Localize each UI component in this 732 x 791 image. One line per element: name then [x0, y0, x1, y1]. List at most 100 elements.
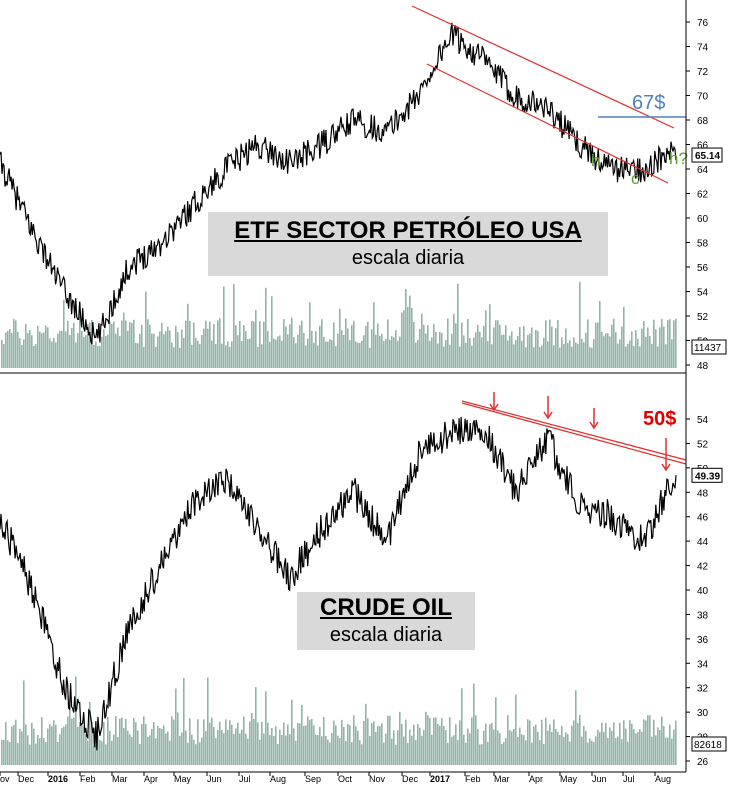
crude-volume-bar: [399, 711, 401, 765]
crude-volume-bar: [109, 730, 111, 765]
etf-y-tick-label: 70: [697, 92, 709, 103]
etf-volume-bar: [163, 334, 165, 368]
crude-volume-bar: [17, 743, 19, 765]
etf-volume-bar: [135, 342, 137, 368]
etf-volume-bar: [269, 341, 271, 368]
crude-volume-bar: [291, 699, 293, 765]
crude-volume-bar: [93, 729, 95, 765]
crude-volume-bar: [211, 717, 213, 765]
etf-volume-bar: [519, 327, 521, 368]
etf-volume-bar: [73, 322, 75, 368]
crude-volume-bar: [495, 697, 497, 765]
etf-volume-bar: [555, 328, 557, 368]
crude-volume-bar: [343, 726, 345, 765]
crude-volume-bar: [85, 733, 87, 765]
etf-volume-bar: [629, 340, 631, 368]
etf-annotation-3: h?: [669, 149, 688, 168]
etf-volume-bar: [491, 344, 493, 368]
etf-volume-bar: [423, 324, 425, 368]
crude-volume-bar: [331, 733, 333, 765]
crude-volume-bar: [457, 740, 459, 765]
etf-volume-bar: [277, 336, 279, 368]
crude-volume-bar: [151, 728, 153, 765]
etf-volume-bar: [531, 327, 533, 368]
etf-volume-bar: [217, 320, 219, 368]
etf-volume-bar: [281, 340, 283, 368]
crude-volume-bar: [641, 731, 643, 765]
etf-volume-bar: [483, 325, 485, 368]
crude-volume-bar: [567, 734, 569, 765]
etf-y-tick-label: 76: [697, 18, 709, 29]
crude-volume-bar: [547, 730, 549, 765]
etf-volume-bar: [409, 295, 411, 368]
crude-volume-bar: [297, 722, 299, 765]
crude-volume-bar: [369, 735, 371, 765]
crude-volume-bar: [221, 730, 223, 765]
etf-volume-bar: [275, 339, 277, 368]
etf-volume-bar: [479, 331, 481, 368]
crude-chart-title: CRUDE OIL: [320, 594, 452, 621]
crude-volume-bar: [405, 719, 407, 765]
etf-volume-bar: [171, 342, 173, 368]
crude-volume-bar: [357, 730, 359, 765]
crude-volume-bar: [589, 738, 591, 765]
crude-volume-bar: [511, 731, 513, 765]
crude-volume-bar: [289, 734, 291, 765]
etf-volume-bar: [343, 334, 345, 368]
crude-volume-bar: [195, 744, 197, 765]
etf-volume-bar: [143, 346, 145, 368]
crude-volume-bar: [473, 683, 475, 765]
crude-volume-bar: [375, 732, 377, 765]
x-tick-label: Mar: [112, 774, 128, 784]
etf-volume-bar: [193, 322, 195, 368]
etf-volume-bar: [395, 330, 397, 368]
crude-volume-bar: [295, 740, 297, 765]
crude-volume-bar: [267, 722, 269, 765]
etf-volume-bar: [231, 341, 233, 368]
crude-volume-bar: [519, 727, 521, 765]
etf-volume-bar: [55, 342, 57, 368]
etf-volume-bar: [315, 331, 317, 368]
crude-volume-bar: [339, 738, 341, 765]
crude-volume-bar: [215, 738, 217, 765]
etf-volume-bar: [505, 325, 507, 368]
etf-volume-bar: [361, 340, 363, 368]
crude-volume-bar: [501, 743, 503, 765]
crude-volume-bar: [83, 726, 85, 765]
crude-y-tick-label: 38: [697, 610, 709, 621]
etf-volume-bar: [251, 320, 253, 368]
crude-volume-bar: [419, 727, 421, 765]
etf-volume-bar: [141, 324, 143, 368]
etf-volume-bar: [151, 333, 153, 368]
etf-volume-bar: [673, 320, 675, 368]
etf-volume-bar: [273, 338, 275, 368]
crude-volume-bar: [455, 724, 457, 765]
crude-y-tick-label: 46: [697, 513, 709, 524]
crude-volume-bar: [197, 719, 199, 765]
crude-volume-bar: [449, 717, 451, 765]
crude-volume-bar: [365, 703, 367, 765]
crude-volume-bar: [191, 734, 193, 765]
etf-volume-bar: [385, 338, 387, 368]
etf-volume-bar: [473, 337, 475, 368]
crude-volume-bar: [301, 704, 303, 765]
etf-volume-bar: [329, 339, 331, 368]
etf-volume-bar: [353, 320, 355, 368]
etf-volume-bar: [41, 333, 43, 368]
crude-volume-bar: [565, 732, 567, 765]
crude-volume-bar: [645, 720, 647, 765]
crude-volume-bar: [173, 719, 175, 765]
etf-volume-bar: [117, 327, 119, 368]
etf-volume-bar: [441, 333, 443, 368]
crude-volume-bar: [101, 741, 103, 765]
crude-volume-bar: [257, 722, 259, 765]
etf-volume-bar: [107, 334, 109, 368]
x-tick-label: May: [560, 774, 578, 784]
crude-volume-bar: [635, 733, 637, 765]
crude-volume-bar: [647, 715, 649, 765]
etf-price-series: [0, 22, 677, 345]
crude-volume-bar: [125, 718, 127, 765]
etf-volume-bar: [645, 336, 647, 368]
crude-volume-bar: [659, 729, 661, 765]
etf-volume-bar: [291, 317, 293, 368]
